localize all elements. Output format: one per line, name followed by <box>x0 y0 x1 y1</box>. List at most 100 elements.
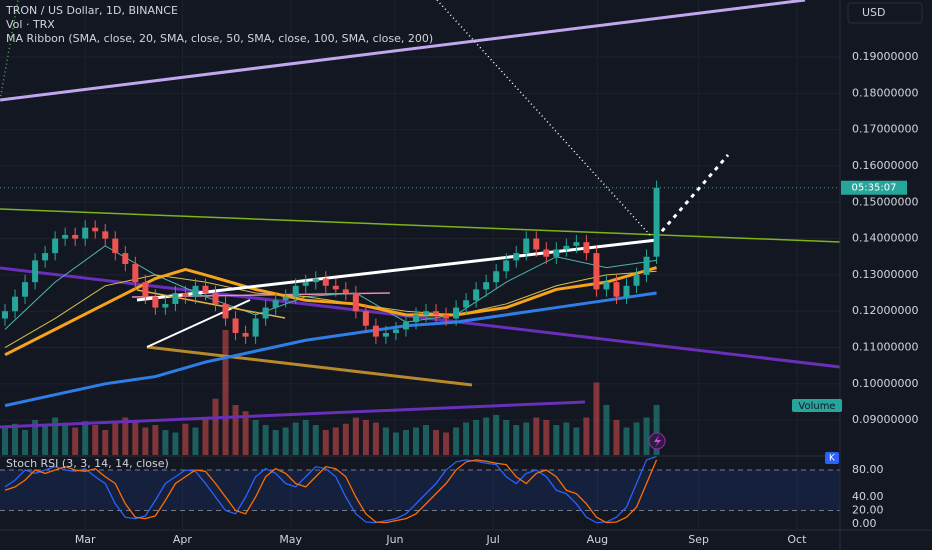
volume-bar <box>372 422 379 455</box>
candle-body <box>553 249 560 257</box>
volume-bar <box>252 420 259 455</box>
volume-bar <box>513 425 520 455</box>
candle-body <box>192 285 199 297</box>
x-tick-label: Jun <box>385 533 403 546</box>
candle-body <box>302 282 309 286</box>
candle-body <box>533 238 540 250</box>
stoch-tick-label: 20.00 <box>852 504 884 517</box>
candle-body <box>412 314 419 323</box>
grid <box>0 0 840 530</box>
trendline <box>654 154 730 239</box>
candle-body <box>563 245 570 250</box>
volume-bar <box>583 417 590 455</box>
stoch-marker: K <box>829 454 836 464</box>
y-tick-label: 0.17000000 <box>852 123 918 136</box>
candle-body <box>282 296 289 301</box>
volume-bar <box>292 422 299 455</box>
volume-bar <box>382 427 389 455</box>
volume-bar <box>523 422 530 455</box>
volume-bar <box>12 423 19 455</box>
candle-body <box>503 260 510 272</box>
volume-bar <box>62 422 69 455</box>
candle-body <box>493 271 500 283</box>
volume-bars <box>2 330 660 455</box>
volume-bar <box>433 430 440 455</box>
volume-bar <box>653 405 660 455</box>
candle-body <box>322 278 329 286</box>
stoch-line <box>4 455 657 524</box>
trendline <box>0 0 806 102</box>
volume-bar <box>52 417 59 455</box>
ma-line <box>4 270 657 348</box>
volume-bar <box>392 432 399 455</box>
volume-label-box <box>792 399 842 412</box>
candle-body <box>172 293 179 304</box>
x-tick-label: May <box>279 533 302 546</box>
volume-bar <box>623 427 630 455</box>
volume-bar <box>593 382 600 455</box>
candle-body <box>543 249 550 257</box>
candle-body <box>473 289 480 301</box>
volume-bar <box>503 420 510 455</box>
candle-body <box>483 282 490 290</box>
candle-body <box>423 311 430 315</box>
trendline <box>0 0 19 101</box>
candle-body <box>152 296 159 308</box>
volume-bar <box>633 422 640 455</box>
x-tick-label: Jul <box>486 533 500 546</box>
volume-bar <box>82 421 89 455</box>
volume-bar <box>613 420 620 455</box>
volume-bar <box>182 423 189 455</box>
volume-bar <box>402 430 409 455</box>
candle-body <box>523 238 530 254</box>
candle-body <box>443 314 450 319</box>
candle-body <box>583 242 590 254</box>
volume-bar <box>443 432 450 455</box>
volume-label: Volume <box>798 401 835 412</box>
volume-bar <box>232 405 239 455</box>
candle-body <box>463 300 470 308</box>
candle-body <box>312 278 319 283</box>
candle-body <box>72 234 79 239</box>
volume-bar <box>493 415 500 455</box>
candle-body <box>643 256 650 275</box>
candle-body <box>202 285 209 294</box>
y-tick-label: 0.14000000 <box>852 232 918 245</box>
trendline <box>0 266 841 369</box>
y-tick-label: 0.16000000 <box>852 159 918 172</box>
candle-body <box>382 332 389 337</box>
stoch-marker-box <box>825 452 839 464</box>
candle-body <box>252 318 259 337</box>
candle-body <box>392 329 399 333</box>
volume-bar <box>362 420 369 455</box>
candle-body <box>142 282 149 297</box>
candle-body <box>362 311 369 326</box>
volume-bar <box>22 430 29 455</box>
candle-body <box>453 307 460 319</box>
x-tick-label: Sep <box>688 533 709 546</box>
volume-legend: Vol · TRX <box>6 18 55 31</box>
candle-body <box>372 325 379 337</box>
candle-body <box>162 303 169 308</box>
volume-bar <box>643 417 650 455</box>
candle-body <box>593 253 600 290</box>
trendline <box>0 400 586 429</box>
candle-body <box>32 260 39 283</box>
volume-bar <box>282 427 289 455</box>
currency-box[interactable] <box>847 2 923 24</box>
volume-bar <box>202 417 209 455</box>
volume-bar <box>132 420 139 455</box>
volume-bar <box>152 425 159 455</box>
volume-bar <box>92 425 99 455</box>
ma-line <box>4 291 657 408</box>
candle-body <box>12 296 19 312</box>
candle-body <box>222 303 229 319</box>
volume-bar <box>272 430 279 455</box>
volume-bar <box>2 427 9 455</box>
candle-body <box>2 311 9 319</box>
volume-bar <box>302 420 309 455</box>
candle-body <box>132 263 139 283</box>
y-tick-label: 0.19000000 <box>852 50 918 63</box>
candle-body <box>232 318 239 333</box>
